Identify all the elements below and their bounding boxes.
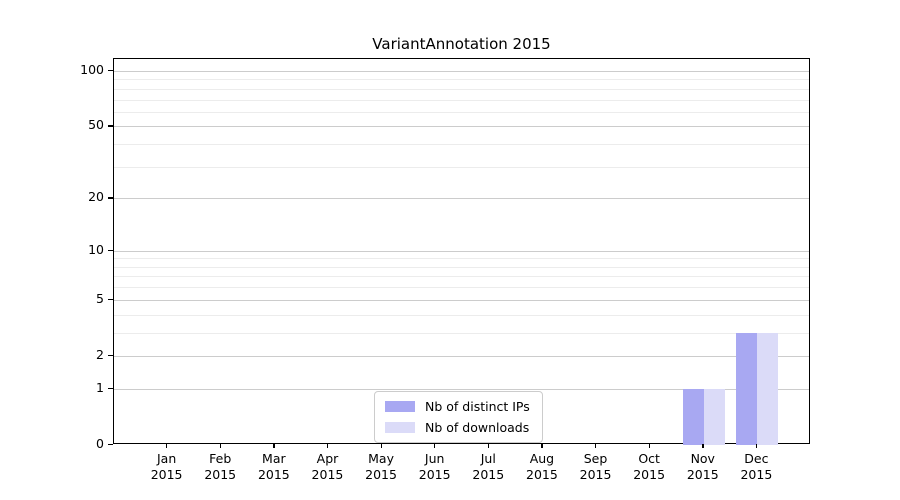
x-tick-mark xyxy=(487,444,490,448)
x-tick-label-year: 2015 xyxy=(472,467,505,482)
x-tick-mark xyxy=(434,444,436,448)
x-tick-label-year: 2015 xyxy=(204,467,237,482)
x-tick-label: Aug 2015 xyxy=(512,451,572,483)
y-tick-label: 10 xyxy=(88,241,104,257)
legend-swatch-icon xyxy=(385,401,415,412)
x-tick-mark xyxy=(595,444,597,448)
x-tick-mark xyxy=(380,444,382,448)
y-tick-mark xyxy=(108,197,113,199)
legend-item: Nb of distinct IPs xyxy=(385,398,530,415)
x-tick-label: Feb 2015 xyxy=(190,451,250,483)
y-tick-mark xyxy=(108,125,113,127)
bar-downloads xyxy=(703,388,725,445)
x-tick-label-year: 2015 xyxy=(740,467,773,482)
y-tick-label: 0 xyxy=(96,436,104,451)
legend-item: Nb of downloads xyxy=(385,419,530,436)
x-tick-label: Jul 2015 xyxy=(458,451,518,483)
bar-downloads xyxy=(757,332,779,445)
x-tick-mark xyxy=(326,444,329,448)
major-gridline xyxy=(114,388,809,390)
x-tick-label-year: 2015 xyxy=(365,467,397,482)
y-tick-label: 100 xyxy=(80,61,104,77)
y-tick-mark xyxy=(108,444,113,446)
major-gridline xyxy=(114,250,809,252)
x-tick-label-year: 2015 xyxy=(418,467,451,482)
minor-gridline xyxy=(114,314,809,316)
x-tick-label-year: 2015 xyxy=(311,467,344,482)
minor-gridline xyxy=(114,144,809,146)
x-tick-label: Jun 2015 xyxy=(405,451,465,483)
y-tick-label: 1 xyxy=(96,379,104,395)
x-tick-label: Apr 2015 xyxy=(297,451,357,483)
major-gridline xyxy=(114,299,809,301)
x-tick-label-year: 2015 xyxy=(579,467,612,482)
y-tick-mark xyxy=(108,387,113,390)
x-tick-mark xyxy=(648,444,650,448)
major-gridline xyxy=(114,355,809,357)
x-tick-label: Sep 2015 xyxy=(566,451,626,483)
x-tick-mark xyxy=(166,444,168,448)
x-tick-label-year: 2015 xyxy=(150,467,183,482)
y-tick-mark xyxy=(108,298,113,301)
x-tick-mark xyxy=(541,444,543,448)
minor-gridline xyxy=(114,166,809,168)
x-tick-mark xyxy=(755,444,758,448)
y-tick-label: 5 xyxy=(96,290,104,306)
minor-gridline xyxy=(114,266,809,268)
legend-label: Nb of distinct IPs xyxy=(425,399,530,414)
minor-gridline xyxy=(114,276,809,278)
x-tick-label-year: 2015 xyxy=(686,467,719,482)
minor-gridline xyxy=(114,332,809,334)
x-tick-label-year: 2015 xyxy=(257,467,290,482)
bar-distinct-ips xyxy=(736,332,758,445)
legend-swatch-icon xyxy=(385,422,415,433)
y-tick-label: 2 xyxy=(96,346,104,362)
minor-gridline xyxy=(114,111,809,113)
plot-area xyxy=(113,58,810,445)
legend-label: Nb of downloads xyxy=(425,420,530,435)
minor-gridline xyxy=(114,79,809,81)
x-tick-label: May 2015 xyxy=(351,451,411,483)
bar-distinct-ips xyxy=(682,388,704,445)
x-tick-mark xyxy=(219,444,222,448)
x-tick-label: Oct 2015 xyxy=(619,451,679,483)
x-tick-mark xyxy=(273,444,275,448)
x-tick-label: Dec 2015 xyxy=(726,451,786,483)
y-tick-mark xyxy=(108,354,113,357)
major-gridline xyxy=(114,198,809,200)
minor-gridline xyxy=(114,258,809,260)
x-tick-mark xyxy=(702,444,704,448)
major-gridline xyxy=(114,70,809,72)
major-gridline xyxy=(114,126,809,128)
x-tick-label: Mar 2015 xyxy=(244,451,304,483)
chart-title: VariantAnnotation 2015 xyxy=(372,35,551,53)
y-tick-label: 20 xyxy=(88,189,104,205)
x-tick-label-year: 2015 xyxy=(526,467,558,482)
minor-gridline xyxy=(114,99,809,101)
y-tick-mark xyxy=(108,249,113,251)
x-tick-label-year: 2015 xyxy=(633,467,666,482)
legend: Nb of distinct IPs Nb of downloads xyxy=(374,391,543,443)
x-tick-label: Nov 2015 xyxy=(673,451,733,483)
minor-gridline xyxy=(114,287,809,289)
minor-gridline xyxy=(114,88,809,90)
y-tick-label: 50 xyxy=(88,117,104,133)
x-tick-label: Jan 2015 xyxy=(137,451,197,483)
y-tick-mark xyxy=(108,69,113,72)
